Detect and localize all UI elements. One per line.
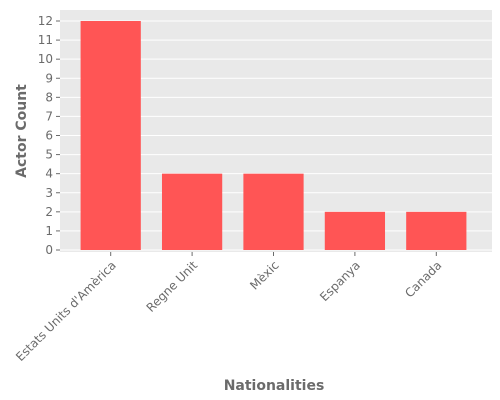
y-tick-label-0: 0 <box>45 243 53 257</box>
x-tick-label-1: Regne Unit <box>144 258 201 315</box>
bar-0 <box>80 21 141 250</box>
y-tick-label-6: 6 <box>45 129 53 143</box>
y-tick-label-4: 4 <box>45 167 53 181</box>
y-tick-label-7: 7 <box>45 109 53 123</box>
bar-1 <box>161 173 223 250</box>
y-tick-label-1: 1 <box>45 224 53 238</box>
y-tick-label-12: 12 <box>38 14 53 28</box>
y-tick-label-5: 5 <box>45 148 53 162</box>
bars <box>80 21 467 250</box>
bar-2 <box>243 173 304 250</box>
bar-4 <box>406 211 467 250</box>
x-tick-label-4: Canada <box>402 258 444 300</box>
bar-3 <box>324 211 386 250</box>
x-axis-ticks: Estats Units d'Amèrica Regne Unit Mèxic Esp… <box>13 252 444 364</box>
y-tick-label-10: 10 <box>38 52 53 66</box>
y-tick-label-3: 3 <box>45 186 53 200</box>
x-tick-label-3: Espanya <box>317 258 363 304</box>
y-tick-label-8: 8 <box>45 90 53 104</box>
y-axis-title: Actor Count <box>14 84 30 178</box>
y-tick-label-2: 2 <box>45 205 53 219</box>
x-axis-title: Nationalities <box>224 378 325 394</box>
x-tick-label-2: Mèxic <box>247 258 281 292</box>
y-tick-label-11: 11 <box>38 33 53 47</box>
y-tick-label-9: 9 <box>45 71 53 85</box>
x-tick-label-0: Estats Units d'Amèrica <box>13 258 119 364</box>
